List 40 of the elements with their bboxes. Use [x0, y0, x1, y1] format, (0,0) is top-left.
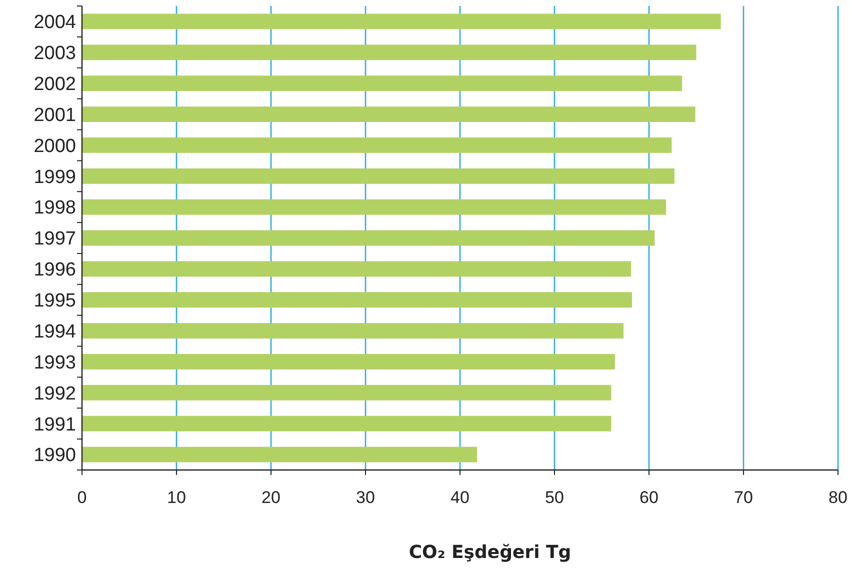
- y-tick-label: 1992: [34, 383, 76, 404]
- y-tick-label: 2001: [34, 104, 76, 126]
- x-tick-label: 50: [545, 488, 564, 507]
- bar: [82, 323, 624, 339]
- y-tick-label: 1991: [34, 414, 76, 436]
- y-tick-label: 2000: [34, 136, 76, 157]
- bar: [82, 416, 612, 432]
- y-tick-label: 1993: [34, 352, 76, 374]
- y-tick-label: 1997: [34, 228, 76, 250]
- x-tick-label: 30: [356, 488, 375, 507]
- bar: [82, 261, 632, 277]
- bar: [82, 137, 672, 153]
- bar: [82, 354, 615, 370]
- x-tick-label: 10: [167, 488, 186, 507]
- bar: [82, 14, 721, 30]
- bar: [82, 76, 682, 92]
- x-tick-label: 40: [450, 488, 470, 507]
- x-tick-label: 70: [734, 488, 753, 507]
- bar: [82, 106, 696, 122]
- bar: [82, 230, 655, 246]
- bar: [82, 199, 666, 215]
- x-tick-label: 20: [262, 488, 280, 507]
- bar: [82, 168, 675, 184]
- y-tick-label: 1994: [34, 321, 76, 342]
- y-tick-label: 1995: [34, 290, 76, 312]
- y-tick-label: 2003: [34, 43, 76, 64]
- y-tick-label: 2002: [34, 74, 76, 95]
- y-tick-label: 1998: [34, 198, 76, 219]
- x-tick-label: 60: [640, 488, 658, 507]
- bar: [82, 44, 696, 60]
- bar: [82, 446, 478, 462]
- bar: [82, 384, 612, 400]
- x-tick-label: 80: [828, 488, 848, 507]
- y-tick-label: 1990: [34, 445, 76, 466]
- y-tick-label: 1999: [34, 166, 76, 188]
- x-tick-label: 0: [77, 488, 87, 507]
- y-tick-label: 1996: [34, 260, 76, 281]
- bar: [82, 292, 632, 308]
- y-tick-label: 2004: [34, 12, 76, 34]
- x-axis-title: CO₂ Eşdeğeri Tg: [408, 542, 572, 563]
